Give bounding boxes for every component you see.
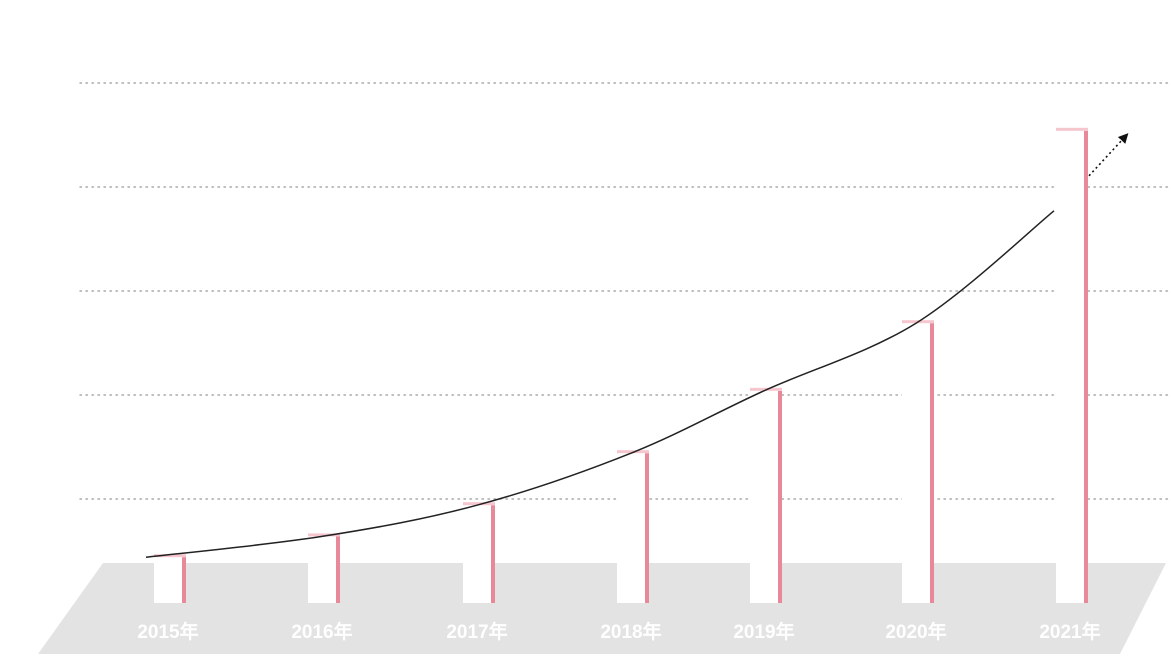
x-axis-labels: 2015年 2016年 2017年 2018年 2019年 2020年 2021年 [137, 620, 1100, 643]
gridlines [79, 82, 1170, 500]
x-tick-label: 2020年 [885, 620, 946, 643]
x-tick-label: 2016年 [291, 620, 352, 643]
x-tick-label: 2021年 [1039, 620, 1100, 643]
bar [617, 450, 649, 603]
x-tick-label: 2019年 [733, 620, 794, 643]
trend-arrow [1088, 133, 1129, 177]
trend-line [145, 210, 1055, 558]
bar [308, 533, 340, 603]
bar [154, 554, 186, 603]
bar [750, 387, 782, 603]
x-tick-label: 2015年 [137, 620, 198, 643]
bar [1056, 127, 1088, 604]
bar [463, 502, 495, 603]
bars [154, 127, 1088, 604]
x-tick-label: 2017年 [446, 620, 507, 643]
x-tick-label: 2018年 [600, 620, 661, 643]
bar [902, 320, 934, 603]
trend-layer [145, 133, 1129, 558]
